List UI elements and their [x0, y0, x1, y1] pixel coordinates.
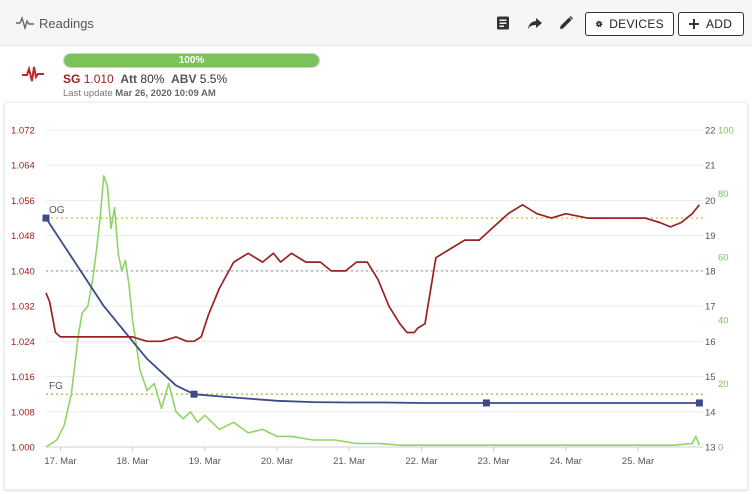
- att-value: 80%: [140, 72, 165, 86]
- notes-icon[interactable]: [495, 15, 511, 31]
- add-button[interactable]: ADD: [678, 12, 744, 36]
- last-update: Last update Mar 26, 2020 10:09 AM: [63, 88, 216, 99]
- y-tick-label-temp: 15: [705, 372, 716, 383]
- y-tick-label-att: 60: [718, 252, 729, 263]
- readings-chart: 1.000 1.008 1.016 1.024 1.032 1.040 1.048 1.056…: [11, 126, 734, 468]
- y-tick-label-gravity: 1.040: [11, 266, 35, 277]
- devices-label: DEVICES: [609, 17, 664, 31]
- attenuation-marker: [695, 399, 703, 407]
- y-tick-label-gravity: 1.064: [11, 161, 35, 172]
- heartbeat-icon: [22, 65, 44, 82]
- readings-summary: SG 1.010 Att 80% ABV 5.5%: [63, 72, 227, 86]
- progress-bar: 100%: [63, 53, 320, 68]
- devices-button[interactable]: DEVICES: [585, 12, 674, 36]
- status-panel: 100% SG 1.010 Att 80% ABV 5.5% Last upda…: [0, 46, 752, 102]
- readings-chart-card: 1.000 1.008 1.016 1.024 1.032 1.040 1.048 1.056…: [4, 102, 748, 490]
- y-tick-label-gravity: 1.016: [11, 372, 35, 383]
- attenuation-marker: [42, 214, 50, 222]
- y-tick-label-gravity: 1.000: [11, 443, 35, 454]
- y-tick-label-gravity: 1.008: [11, 407, 35, 418]
- temperature-line: [45, 175, 701, 448]
- attenuation-marker: [190, 390, 198, 398]
- title-area: Readings: [16, 12, 94, 34]
- x-tick-label: 23. Mar: [478, 456, 510, 467]
- y-tick-label-temp: 16: [705, 337, 716, 348]
- y-tick-label-gravity: 1.032: [11, 302, 35, 313]
- sg-label: SG: [63, 72, 81, 86]
- attenuation-line: [45, 217, 700, 404]
- y-tick-label-temp: 14: [705, 407, 716, 418]
- y-tick-label-gravity: 1.072: [11, 126, 35, 137]
- y-tick-label-temp: 18: [705, 266, 716, 277]
- abv-label: ABV: [171, 72, 197, 86]
- share-icon[interactable]: [527, 15, 543, 31]
- y-tick-label-temp: 20: [705, 196, 716, 207]
- page-title: Readings: [39, 15, 94, 31]
- att-label: Att: [120, 72, 138, 86]
- y-tick-label-gravity: 1.024: [11, 337, 35, 348]
- pulse-icon: [16, 16, 34, 30]
- y-tick-label-gravity: 1.048: [11, 231, 35, 242]
- abv-value: 5.5%: [199, 72, 228, 86]
- y-tick-label-att: 40: [718, 316, 729, 327]
- x-tick-label: 18. Mar: [117, 456, 149, 467]
- gear-icon: [595, 20, 603, 28]
- y-tick-label-att: 100: [718, 126, 734, 137]
- y-tick-label-temp: 13: [705, 443, 716, 454]
- x-tick-label: 22. Mar: [405, 456, 437, 467]
- y-tick-label-temp: 19: [705, 231, 716, 242]
- last-update-prefix: Last update: [63, 88, 113, 99]
- sg-value: 1.010: [83, 72, 114, 86]
- last-update-value: Mar 26, 2020 10:09 AM: [115, 88, 216, 99]
- x-tick-label: 17. Mar: [44, 456, 76, 467]
- edit-icon[interactable]: [558, 15, 574, 31]
- x-tick-label: 21. Mar: [333, 456, 365, 467]
- toolbar: Readings DEVICES ADD: [0, 0, 752, 46]
- y-tick-label-att: 0: [718, 443, 723, 454]
- y-tick-label-temp: 17: [705, 302, 716, 313]
- y-tick-label-temp: 22: [705, 126, 716, 137]
- x-tick-label: 25. Mar: [622, 456, 654, 467]
- add-label: ADD: [706, 17, 733, 31]
- y-tick-label-gravity: 1.056: [11, 196, 35, 207]
- y-tick-label-att: 80: [718, 189, 729, 200]
- y-tick-label-temp: 21: [705, 161, 716, 172]
- x-tick-label: 19. Mar: [189, 456, 221, 467]
- attenuation-marker: [482, 399, 490, 407]
- progress-fill: [64, 54, 319, 67]
- annotation-label: OG: [49, 205, 65, 216]
- progress-label: 100%: [178, 55, 205, 66]
- y-tick-label-att: 20: [718, 379, 729, 390]
- plus-icon: [689, 19, 699, 29]
- gravity-line: [45, 203, 701, 343]
- x-tick-label: 20. Mar: [261, 456, 293, 467]
- x-tick-label: 24. Mar: [550, 456, 582, 467]
- annotation-label: FG: [49, 381, 63, 392]
